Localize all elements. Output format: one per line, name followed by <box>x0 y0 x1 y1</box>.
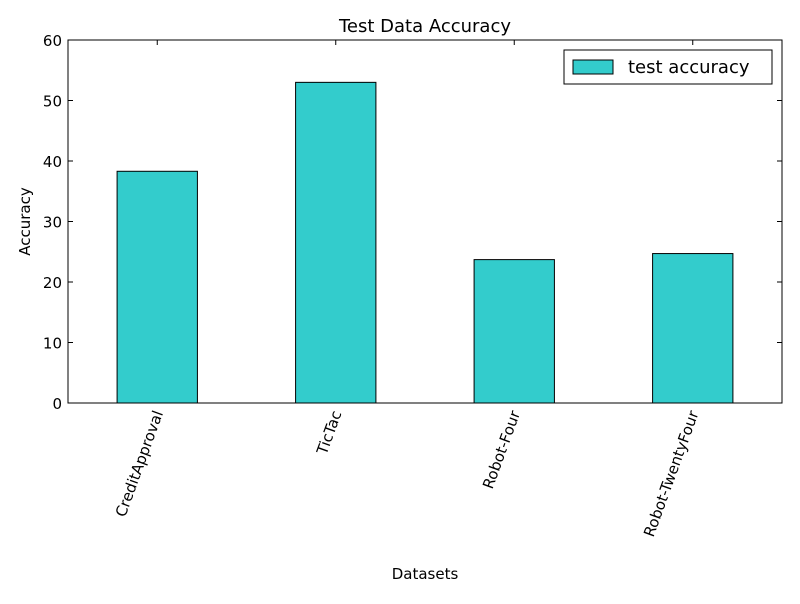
y-axis-label: Accuracy <box>16 187 34 256</box>
bar-series <box>116 81 734 404</box>
y-tick-label: 40 <box>43 153 62 171</box>
y-tick-label: 30 <box>43 214 62 232</box>
y-tick-label: 10 <box>43 335 62 353</box>
y-tick-label: 50 <box>43 93 62 111</box>
y-axis: 0 10 20 30 40 50 60 <box>43 32 782 413</box>
legend-label: test accuracy <box>628 57 750 78</box>
y-tick-label: 0 <box>52 395 62 413</box>
bar <box>652 253 734 404</box>
legend: test accuracy <box>563 49 773 85</box>
y-tick-label: 60 <box>43 32 62 50</box>
chart-title: Test Data Accuracy <box>338 16 511 37</box>
plot-frame <box>67 39 783 404</box>
y-tick-label: 20 <box>43 274 62 292</box>
x-axis-label: Datasets <box>392 565 459 583</box>
bar <box>473 259 555 404</box>
legend-swatch <box>572 59 614 75</box>
bar <box>295 81 377 404</box>
bar <box>116 170 198 404</box>
